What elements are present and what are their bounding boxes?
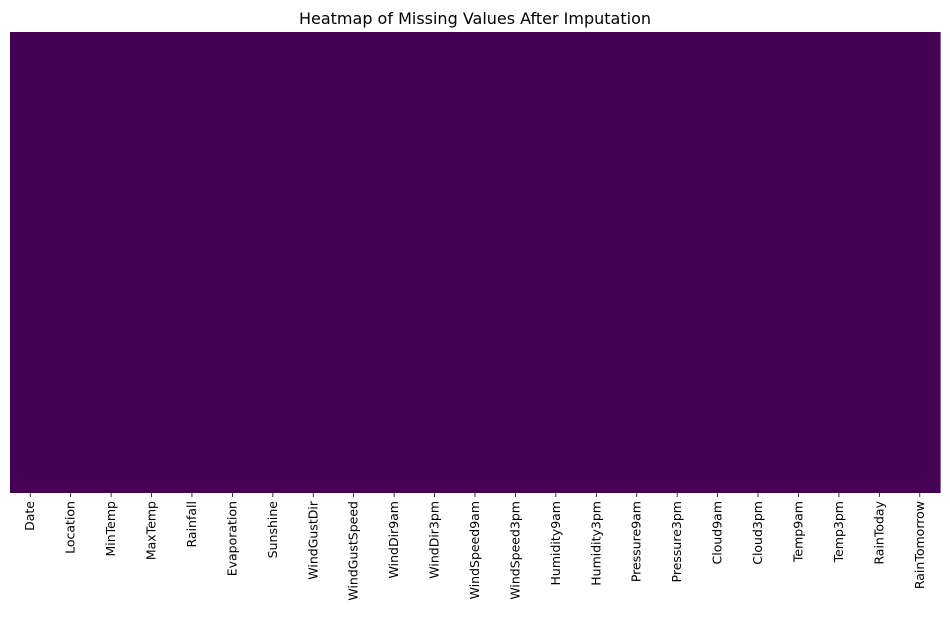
heatmap-cell-temp9am (778, 32, 820, 493)
x-axis-tick-labels: Date Location MinTemp MaxTemp Rainfall Evapor… (22, 500, 927, 600)
x-tick-label: Pressure3pm (669, 501, 684, 582)
x-axis-ticks (29, 493, 921, 497)
x-tick-label: RainTomorrow (912, 501, 927, 589)
heatmap-cell-cloud3pm (737, 32, 779, 493)
x-tick-label: Pressure9am (629, 501, 644, 582)
heatmap-cell-windspeed9am (454, 32, 496, 493)
heatmap-cell-windgustspeed (333, 32, 375, 493)
heatmap-cell-rainfall (171, 32, 213, 493)
x-tick-label: WindDir9am (386, 501, 401, 578)
x-tick-label: Cloud3pm (750, 501, 765, 565)
heatmap-cell-raintoday (859, 32, 901, 493)
x-tick-label: WindSpeed3pm (507, 501, 522, 600)
x-tick-label: WindGustSpeed (346, 501, 361, 601)
x-tick-label: Temp9am (790, 501, 805, 563)
heatmap-cell-windgustdir (293, 32, 335, 493)
x-tick-label: Cloud9am (710, 501, 725, 565)
heatmap-cell-winddir9am (373, 32, 415, 493)
heatmap-cell-sunshine (252, 32, 294, 493)
heatmap-cell-location (50, 32, 92, 493)
x-tick-label: Humidity9am (548, 501, 563, 585)
heatmap-cell-temp3pm (818, 32, 860, 493)
x-tick-label: Location (63, 501, 78, 554)
heatmap-cell-cloud9am (697, 32, 739, 493)
heatmap-cell-pressure3pm (656, 32, 698, 493)
x-tick-label: Date (22, 501, 37, 531)
x-tick-label: WindSpeed9am (467, 501, 482, 599)
x-tick-label: Rainfall (184, 501, 199, 547)
x-tick-label: Sunshine (265, 501, 280, 559)
heatmap-cell-maxtemp (131, 32, 173, 493)
heatmap-cell-humidity9am (535, 32, 577, 493)
heatmap-cell-date (10, 32, 52, 493)
x-tick-label: WindDir3pm (427, 501, 442, 579)
x-tick-label: RainToday (871, 500, 886, 564)
x-tick-label: Humidity3pm (588, 501, 603, 586)
heatmap-cell-evaporation (212, 32, 254, 493)
x-tick-label: Temp3pm (831, 501, 846, 563)
heatmap-cell-humidity3pm (576, 32, 618, 493)
x-tick-label: MinTemp (103, 501, 118, 557)
x-tick-label: WindGustDir (305, 500, 320, 580)
heatmap-cell-windspeed3pm (495, 32, 537, 493)
heatmap-cell-mintemp (90, 32, 132, 493)
x-tick-label: Evaporation (224, 501, 239, 576)
heatmap-cells (10, 32, 941, 493)
heatmap-cell-raintomorrow (899, 32, 941, 493)
heatmap-cell-winddir3pm (414, 32, 456, 493)
heatmap-cell-pressure9am (616, 32, 658, 493)
chart-title: Heatmap of Missing Values After Imputati… (299, 9, 651, 28)
x-tick-label: MaxTemp (144, 501, 159, 560)
